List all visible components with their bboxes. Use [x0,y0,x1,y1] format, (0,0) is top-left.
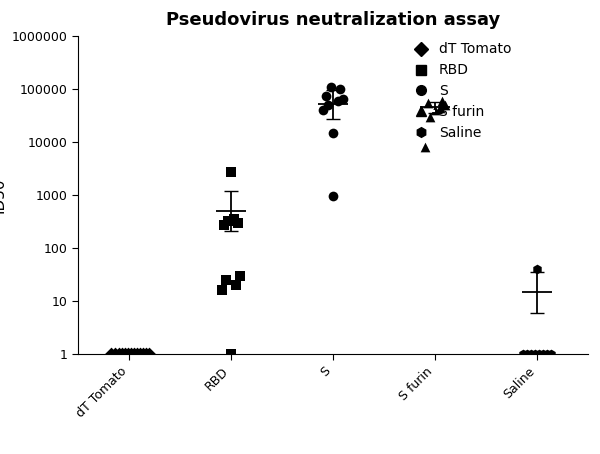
Point [114,350,124,358]
Point [430,107,440,114]
Point [130,350,139,358]
Point [117,350,127,358]
Point [326,84,336,91]
Point [321,92,331,99]
Point [518,350,527,358]
Point [423,99,433,107]
Point [221,276,231,284]
Y-axis label: ID50: ID50 [0,178,6,213]
Point [142,350,151,358]
Point [437,98,447,105]
Point [532,266,542,273]
Point [542,350,552,358]
Point [318,107,328,114]
Point [106,350,115,358]
Point [139,350,148,358]
Point [229,216,239,223]
Point [526,350,536,358]
Point [133,350,142,358]
Point [126,350,136,358]
Point [522,350,532,358]
Point [436,104,445,111]
Point [538,350,548,358]
Point [145,350,154,358]
Point [136,350,145,358]
Point [232,281,241,289]
Title: Pseudovirus neutralization assay: Pseudovirus neutralization assay [166,11,500,29]
Point [226,350,236,358]
Point [235,272,245,280]
Point [420,144,430,151]
Point [425,114,435,121]
Point [334,98,343,105]
Point [223,218,233,225]
Point [328,129,338,137]
Point [547,350,556,358]
Point [328,193,338,200]
Point [335,86,345,93]
Point [120,350,130,358]
Point [110,350,119,358]
Point [323,102,333,109]
Point [440,102,450,109]
Point [217,287,227,294]
Point [530,350,540,358]
Point [534,350,544,358]
Point [233,219,243,227]
Point [338,95,348,103]
Legend: dT Tomato, RBD, S, S furin, Saline: dT Tomato, RBD, S, S furin, Saline [401,37,517,146]
Point [219,222,229,229]
Point [123,350,133,358]
Point [226,168,236,175]
